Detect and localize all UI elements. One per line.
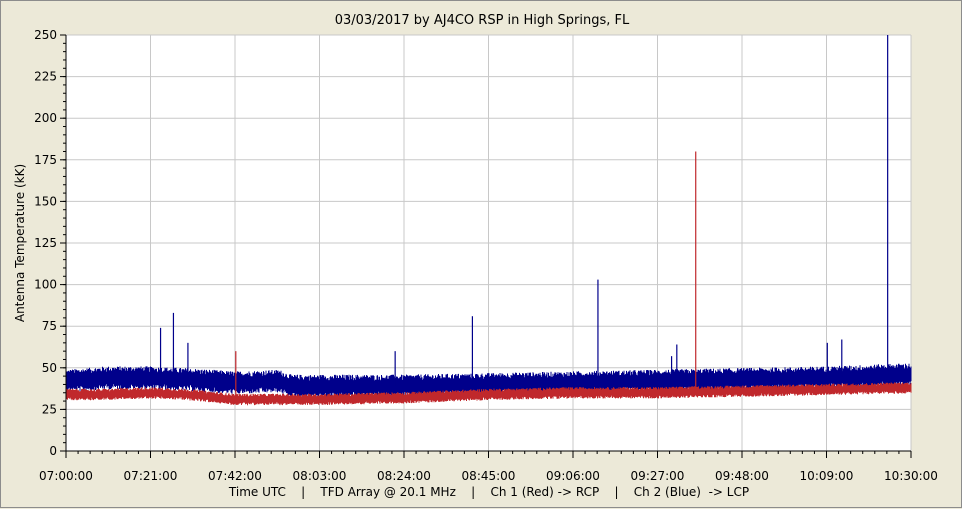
x-tick-label: 08:45:00: [462, 469, 516, 483]
x-axis-footer: Time UTC | TFD Array @ 20.1 MHz | Ch 1 (…: [228, 485, 749, 499]
x-tick-label: 07:42:00: [208, 469, 262, 483]
x-tick-label: 07:21:00: [124, 469, 178, 483]
y-tick-label: 50: [42, 361, 57, 375]
y-tick-label: 75: [42, 319, 57, 333]
x-tick-label: 07:00:00: [39, 469, 93, 483]
y-tick-label: 200: [34, 111, 57, 125]
y-tick-label: 25: [42, 402, 57, 416]
x-tick-label: 09:48:00: [715, 469, 769, 483]
x-tick-label: 08:03:00: [293, 469, 347, 483]
x-tick-label: 10:30:00: [884, 469, 938, 483]
y-tick-label: 225: [34, 70, 57, 84]
y-tick-label: 0: [49, 444, 57, 458]
y-tick-label: 125: [34, 236, 57, 250]
y-tick-label: 250: [34, 28, 57, 42]
x-tick-label: 08:24:00: [377, 469, 431, 483]
x-tick-label: 09:06:00: [546, 469, 600, 483]
x-tick-label: 09:27:00: [631, 469, 685, 483]
y-tick-label: 175: [34, 153, 57, 167]
y-tick-label: 100: [34, 278, 57, 292]
y-tick-label: 150: [34, 194, 57, 208]
axes: 0 25 50 75 100 125 150 175 200 225 250 07:00:00 07:2…: [34, 28, 938, 483]
y-axis-title: Antenna Temperature (kK): [13, 164, 27, 322]
chart-title: 03/03/2017 by AJ4CO RSP in High Springs,…: [335, 13, 630, 28]
x-tick-label: 10:09:00: [800, 469, 854, 483]
